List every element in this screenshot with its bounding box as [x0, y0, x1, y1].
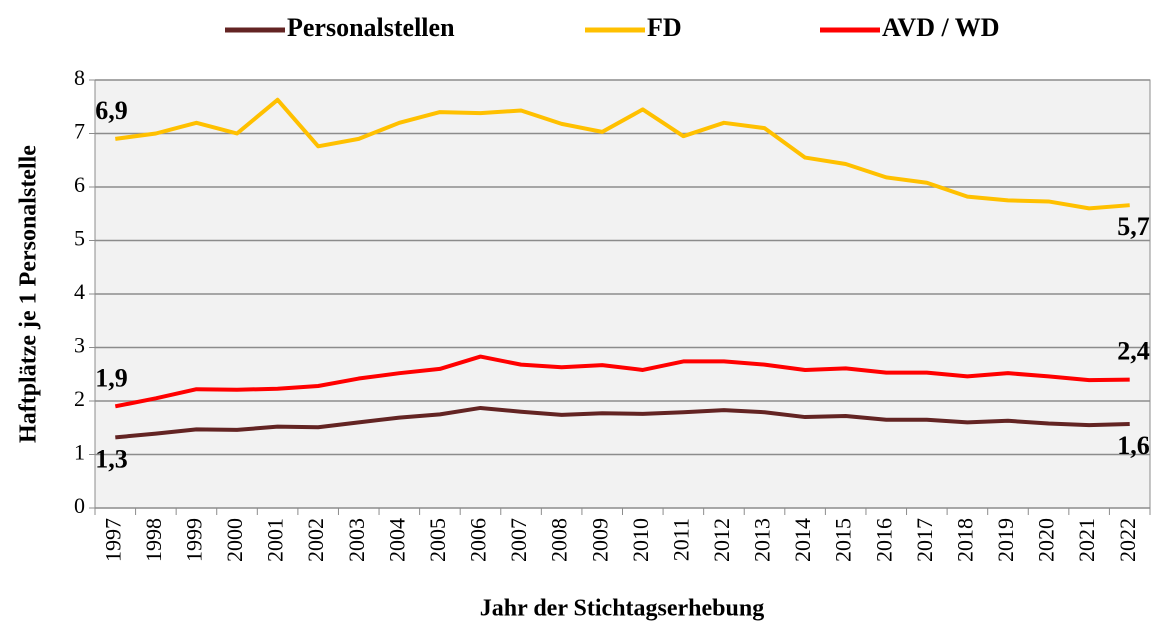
- x-tick-label: 2014: [790, 518, 815, 562]
- series-line: [115, 97, 1130, 211]
- y-tick-label: 6: [74, 172, 85, 197]
- x-tick-label: 2019: [993, 518, 1018, 562]
- x-tick-label: 2016: [871, 518, 896, 562]
- x-tick-label: 2017: [912, 518, 937, 562]
- x-tick-label: 1999: [181, 518, 206, 562]
- data-label: 1,9: [95, 363, 128, 392]
- y-tick-label: 7: [74, 119, 85, 144]
- y-tick-label: 3: [74, 333, 85, 358]
- data-label: 6,9: [95, 96, 128, 125]
- x-tick-label: 2013: [750, 518, 775, 562]
- x-tick-label: 2004: [384, 518, 409, 562]
- x-tick-label: 2018: [952, 518, 977, 562]
- x-tick-label: 2015: [831, 518, 856, 562]
- x-tick-label: 2011: [668, 518, 693, 561]
- legend-label: AVD / WD: [882, 13, 1000, 42]
- x-tick-label: 2003: [344, 518, 369, 562]
- y-tick-label: 8: [74, 65, 85, 90]
- legend-label: FD: [647, 13, 682, 42]
- y-tick-label: 0: [74, 493, 85, 518]
- x-tick-label: 2005: [425, 518, 450, 562]
- series-line: [115, 405, 1130, 440]
- y-axis-title: Haftplätze je 1 Personalstelle: [16, 145, 42, 443]
- x-tick-label: 2000: [222, 518, 247, 562]
- data-label: 1,3: [95, 444, 128, 473]
- data-label: 2,4: [1117, 337, 1150, 366]
- series-line: [114, 354, 1130, 409]
- legend-label: Personalstellen: [287, 13, 455, 42]
- x-tick-label: 2009: [587, 518, 612, 562]
- x-tick-label: 2006: [466, 518, 491, 562]
- x-tick-label: 1998: [141, 518, 166, 562]
- x-tick-label: 1997: [100, 518, 125, 562]
- x-tick-label: 2002: [303, 518, 328, 562]
- y-tick-label: 1: [74, 440, 85, 465]
- y-tick-label: 2: [74, 386, 85, 411]
- x-tick-label: 2007: [506, 518, 531, 562]
- x-tick-label: 2008: [547, 518, 572, 562]
- data-label: 1,6: [1117, 431, 1150, 460]
- x-tick-label: 2010: [628, 518, 653, 562]
- x-tick-label: 2020: [1034, 518, 1059, 562]
- x-tick-label: 2001: [263, 518, 288, 562]
- y-tick-label: 5: [74, 226, 85, 251]
- x-tick-label: 2012: [709, 518, 734, 562]
- x-tick-label: 2022: [1115, 518, 1140, 562]
- y-tick-label: 4: [74, 279, 85, 304]
- x-tick-label: 2021: [1074, 518, 1099, 562]
- x-axis-title: Jahr der Stichtagserhebung: [480, 596, 764, 622]
- data-label: 5,7: [1117, 212, 1150, 241]
